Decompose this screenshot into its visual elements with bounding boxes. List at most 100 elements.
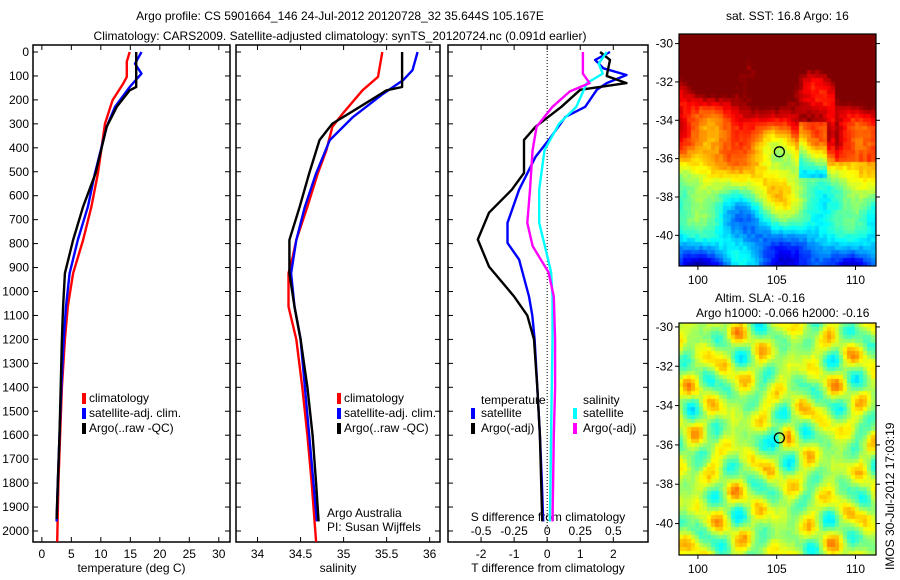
map-x-tick-label: 100 [688, 273, 708, 287]
title-line-2: Climatology: CARS2009. Satellite-adjuste… [94, 29, 587, 43]
map-y-tick-label: -32 [656, 359, 674, 373]
legend-swatch [337, 408, 341, 419]
argo-location-marker [773, 146, 785, 158]
map-frame-sla-map [678, 322, 877, 556]
map-x-tick-label: 110 [846, 562, 865, 576]
map-y-tick-label: -38 [656, 190, 674, 204]
x-axis-label: salinity [320, 561, 357, 575]
y-tick-label: 1000 [2, 285, 29, 299]
y-tick-label: 100 [9, 69, 29, 83]
annotation-pi: PI: Susan Wijffels [327, 520, 421, 534]
legend-label: satellite-adj. clim. [89, 406, 181, 420]
legend-swatch [337, 423, 341, 434]
map-y-tick-label: -32 [656, 75, 674, 89]
y-tick-label: 1600 [2, 428, 29, 442]
map-y-tick-label: -40 [656, 228, 674, 242]
legend-label: satellite [481, 406, 522, 420]
map-frame-sst-map [678, 33, 877, 267]
legend-label: climatology [89, 391, 149, 405]
x-tick-label: 20 [153, 547, 167, 561]
y-tick-label: 2000 [2, 524, 29, 538]
y-tick-label: 1200 [2, 332, 29, 346]
map-y-tick-label: -36 [656, 438, 674, 452]
x-tick-label: 35.5 [375, 547, 399, 561]
s-tick-label: -0.25 [500, 524, 528, 538]
s-tick-label: 0 [544, 524, 551, 538]
x-tick-label: 36 [423, 547, 437, 561]
sst-map-image [679, 34, 876, 266]
legend-label: satellite-adj. clim. [344, 406, 436, 420]
sla-map-image [679, 323, 876, 555]
y-tick-label: 1100 [3, 308, 29, 322]
legend-swatch [82, 423, 86, 434]
x-axis-label: temperature (deg C) [77, 561, 185, 575]
y-tick-label: 1800 [2, 476, 29, 490]
legend-swatch [82, 408, 86, 419]
y-tick-label: 300 [9, 117, 29, 131]
map-y-tick-label: -34 [656, 399, 674, 413]
map-x-tick-label: 110 [846, 273, 865, 287]
footer-stamp: IMOS 30-Jul-2012 17:03:19 [883, 422, 897, 570]
x-tick-label: -2 [476, 547, 487, 561]
s-tick-label: 0.25 [569, 524, 593, 538]
y-tick-label: 1500 [2, 404, 29, 418]
series-line-t-argo-adj- [476, 51, 628, 522]
y-tick-label: 0 [22, 45, 29, 59]
series-line-s-argo-adj- [526, 52, 591, 522]
x-tick-label: 15 [124, 547, 138, 561]
legend-label: satellite [583, 406, 624, 420]
series-line-argo-raw-qc- [288, 52, 404, 522]
x-tick-label: 34 [251, 547, 265, 561]
legend-swatch [573, 408, 577, 419]
legend-title: temperature [481, 393, 546, 407]
x-tick-label: 10 [94, 547, 108, 561]
y-tick-label: 500 [9, 165, 29, 179]
x-axis-label: T difference from climatology [471, 561, 625, 575]
legend-swatch [82, 393, 86, 404]
series-line-satellite-adj-clim- [55, 51, 143, 522]
title-line-1: Argo profile: CS 5901664_146 24-Jul-2012… [136, 9, 544, 23]
plot-frame-salinity-profile [235, 44, 441, 543]
legend-swatch [337, 393, 341, 404]
s-tick-label: -0.5 [471, 524, 492, 538]
y-tick-label: 1700 [2, 452, 29, 466]
map-y-tick-label: -34 [656, 113, 674, 127]
plot-frame-difference-profile [447, 44, 649, 543]
legend-label: Argo(..raw -QC) [89, 421, 174, 435]
y-tick-label: 1300 [2, 356, 29, 370]
legend-label: Argo(..raw -QC) [344, 421, 429, 435]
y-tick-label: 800 [9, 237, 29, 251]
y-tick-label: 400 [9, 141, 29, 155]
map-y-tick-label: -30 [656, 320, 674, 334]
map-x-tick-label: 100 [688, 562, 708, 576]
x-tick-label: 1 [577, 547, 584, 561]
legend-label: Argo(-adj) [481, 421, 534, 435]
s-axis-label: S difference from climatology [471, 510, 626, 524]
y-tick-label: 600 [9, 189, 29, 203]
x-tick-label: 2 [610, 547, 617, 561]
series-line-s-satellite [538, 51, 608, 522]
series-line-argo-raw-qc- [55, 52, 138, 520]
y-tick-label: 200 [9, 93, 29, 107]
sst-map-title: sat. SST: 16.8 Argo: 16 [726, 9, 849, 23]
sla-map-title-2: Argo h1000: -0.066 h2000: -0.16 [696, 306, 870, 320]
legend-swatch [471, 423, 475, 434]
x-tick-label: 30 [212, 547, 226, 561]
argo-location-marker [773, 432, 785, 444]
series-line-t-satellite [506, 50, 628, 522]
legend-title: salinity [583, 393, 620, 407]
y-tick-label: 1900 [2, 500, 29, 514]
x-tick-label: 35 [337, 547, 351, 561]
x-tick-label: 5 [68, 547, 75, 561]
s-tick-label: 0.5 [605, 524, 622, 538]
y-tick-label: 700 [9, 213, 29, 227]
map-y-tick-label: -30 [656, 37, 674, 51]
x-tick-label: 25 [183, 547, 197, 561]
x-tick-label: 0 [39, 547, 46, 561]
legend-label: climatology [344, 391, 404, 405]
legend-swatch [471, 408, 475, 419]
map-y-tick-label: -38 [656, 477, 674, 491]
x-tick-label: 34.5 [289, 547, 313, 561]
